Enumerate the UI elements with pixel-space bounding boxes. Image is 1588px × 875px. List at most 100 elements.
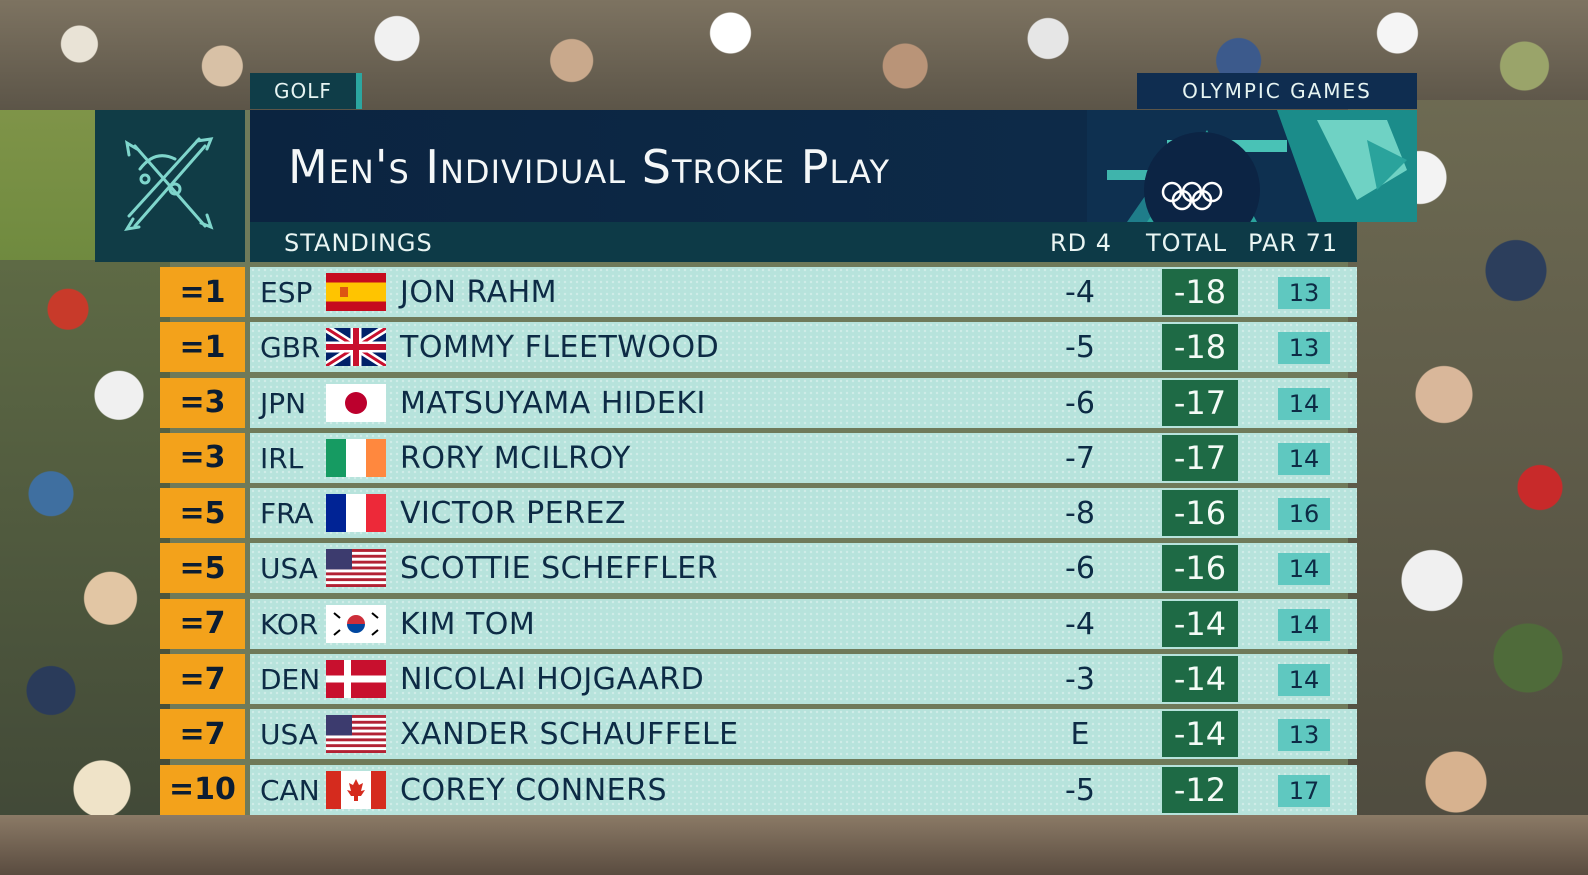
round-score: -5: [1065, 330, 1095, 366]
table-row: =7 KOR KIM TOM -4 -14 14: [160, 598, 1357, 649]
round-score: -4: [1065, 275, 1095, 310]
holes-par: 16: [1278, 498, 1330, 531]
row-strip: FRA VICTOR PEREZ -8 -16 16: [250, 488, 1357, 539]
standings-header: STANDINGS RD 4 TOTAL PAR 71: [250, 222, 1357, 262]
round-column-header: RD 4: [1050, 229, 1113, 257]
canada-flag-icon: [326, 770, 386, 809]
standings-label: STANDINGS: [284, 229, 433, 257]
total-score: -14: [1162, 711, 1238, 758]
player-name: TOMMY FLEETWOOD: [400, 330, 720, 366]
total-score: -17: [1162, 434, 1238, 481]
position-badge: =3: [160, 432, 245, 483]
holes-par: 13: [1278, 332, 1330, 365]
player-name: KIM TOM: [400, 606, 536, 642]
country-code: JPN: [260, 386, 307, 420]
spain-flag-icon: [326, 273, 386, 311]
table-row: =1 ESP JON RAHM -4 -18 13: [160, 267, 1357, 317]
total-score: -14: [1162, 656, 1238, 703]
row-strip: IRL RORY MCILROY -7 -17 14: [250, 432, 1357, 483]
position-badge: =7: [160, 709, 245, 760]
row-strip: KOR KIM TOM -4 -14 14: [250, 598, 1357, 649]
total-score: -18: [1162, 324, 1238, 371]
round-score: -4: [1065, 606, 1095, 642]
position-badge: =5: [160, 488, 245, 539]
position-badge: =5: [160, 543, 245, 594]
row-strip: GBR TOMMY FLEETWOOD -5 -18 13: [250, 322, 1357, 373]
position-badge: =10: [160, 764, 245, 815]
table-row: =3 JPN MATSUYAMA HIDEKI -6 -17 14: [160, 377, 1357, 428]
ireland-flag-icon: [326, 438, 386, 477]
holes-par: 14: [1278, 387, 1330, 420]
holes-par: 14: [1278, 664, 1330, 697]
holes-par: 17: [1278, 774, 1330, 807]
row-strip: USA XANDER SCHAUFFELE E -14 13: [250, 709, 1357, 760]
france-flag-icon: [326, 494, 386, 533]
holes-par: 13: [1278, 719, 1330, 752]
row-strip: USA SCOTTIE SCHEFFLER -6 -16 14: [250, 543, 1357, 594]
row-strip: JPN MATSUYAMA HIDEKI -6 -17 14: [250, 377, 1357, 428]
title-bar: Men's Individual Stroke Play: [250, 110, 1417, 222]
country-code: KOR: [260, 607, 319, 641]
total-score: -18: [1162, 269, 1238, 315]
denmark-flag-icon: [326, 660, 386, 699]
player-name: JON RAHM: [400, 275, 558, 310]
player-name: COREY CONNERS: [400, 772, 668, 808]
paris-brand-art: [1087, 110, 1417, 222]
country-code: ESP: [260, 276, 313, 309]
country-code: DEN: [260, 663, 321, 697]
holes-par: 13: [1278, 277, 1330, 309]
usa-flag-icon: [326, 715, 386, 754]
position-badge: =3: [160, 377, 245, 428]
olympic-rings-icon: [1161, 181, 1223, 211]
row-strip: ESP JON RAHM -4 -18 13: [250, 267, 1357, 317]
korea-flag-icon: [326, 604, 386, 643]
crowd-bottom: [0, 815, 1588, 875]
player-name: MATSUYAMA HIDEKI: [400, 385, 706, 421]
position-badge: =1: [160, 322, 245, 373]
uk-flag-icon: [326, 328, 386, 367]
round-score: -3: [1065, 662, 1095, 698]
round-score: -8: [1065, 496, 1095, 532]
position-badge: =7: [160, 598, 245, 649]
total-score: -17: [1162, 379, 1238, 426]
page-title: Men's Individual Stroke Play: [288, 140, 890, 194]
total-score: -12: [1162, 766, 1238, 813]
country-code: GBR: [260, 331, 321, 365]
player-name: RORY MCILROY: [400, 440, 631, 476]
player-name: VICTOR PEREZ: [400, 496, 627, 532]
golf-pictogram-icon: [95, 110, 245, 262]
total-score: -14: [1162, 600, 1238, 647]
position-badge: =1: [160, 267, 245, 317]
table-row: =10 CAN COREY CONNERS -5 -12 17: [160, 764, 1357, 815]
table-row: =1 GBR TOMMY FLEETWOOD -5 -18 13: [160, 322, 1357, 373]
total-score: -16: [1162, 545, 1238, 592]
country-code: USA: [260, 718, 318, 752]
table-row: =5 FRA VICTOR PEREZ -8 -16 16: [160, 488, 1357, 539]
sport-label: GOLF: [250, 73, 362, 109]
crowd-left: [0, 260, 170, 875]
table-row: =3 IRL RORY MCILROY -7 -17 14: [160, 432, 1357, 483]
player-name: NICOLAI HOJGAARD: [400, 662, 705, 698]
crowd-right: [1348, 100, 1588, 875]
player-name: XANDER SCHAUFFELE: [400, 717, 739, 753]
player-name: SCOTTIE SCHEFFLER: [400, 551, 719, 587]
table-row: =7 DEN NICOLAI HOJGAARD -3 -14 14: [160, 654, 1357, 705]
position-badge: =7: [160, 654, 245, 705]
round-score: E: [1070, 717, 1090, 753]
holes-par: 14: [1278, 553, 1330, 586]
holes-par: 14: [1278, 442, 1330, 475]
games-label: OLYMPIC GAMES: [1137, 73, 1417, 109]
japan-flag-icon: [326, 383, 386, 422]
total-column-header: TOTAL: [1146, 229, 1228, 257]
country-code: CAN: [260, 773, 320, 807]
round-score: -6: [1065, 551, 1095, 587]
country-code: IRL: [260, 441, 304, 475]
standings-table: =1 ESP JON RAHM -4 -18 13 =1 GBR TOMMY: [160, 267, 1357, 820]
par-column-header: PAR 71: [1248, 229, 1339, 257]
country-code: FRA: [260, 497, 314, 531]
total-score: -16: [1162, 490, 1238, 537]
table-row: =7 USA XANDER SCHAUFFELE E -14 13: [160, 709, 1357, 760]
row-strip: CAN COREY CONNERS -5 -12 17: [250, 764, 1357, 815]
country-code: USA: [260, 552, 318, 586]
